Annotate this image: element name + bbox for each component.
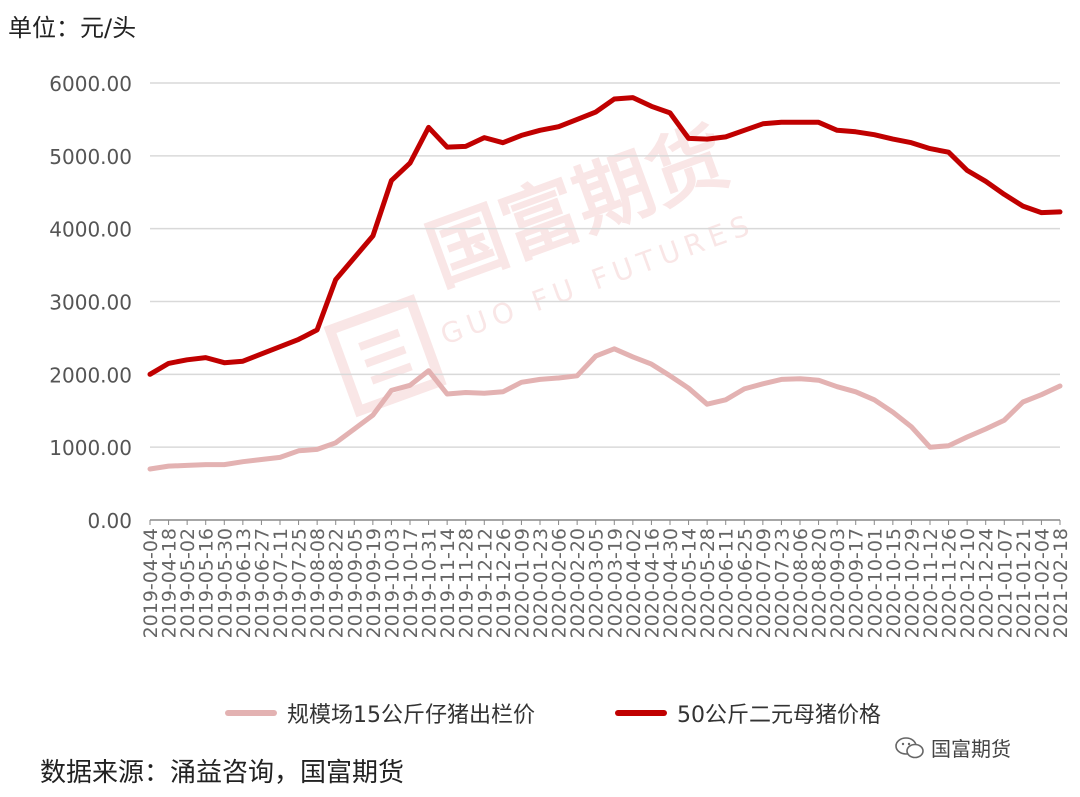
- x-tick-label: 2020-07-09: [753, 528, 775, 638]
- x-tick-label: 2019-08-22: [326, 528, 348, 638]
- x-tick-label: 2020-10-15: [883, 528, 905, 638]
- series-line-sow: [147, 95, 1063, 377]
- x-tick-label: 2020-01-23: [530, 528, 552, 638]
- source-note: 数据来源：涌益咨询，国富期货: [40, 758, 405, 788]
- x-tick-label: 2019-11-28: [456, 528, 478, 638]
- x-tick-label: 2020-07-23: [771, 528, 793, 638]
- x-tick-label: 2020-11-12: [920, 528, 942, 638]
- x-tick-label: 2019-12-12: [474, 528, 496, 638]
- y-tick-label: 2000.00: [49, 363, 132, 387]
- series-line-piglet: [147, 346, 1063, 472]
- x-tick-label: 2020-09-03: [827, 528, 849, 638]
- legend-label-sow: 50公斤二元母猪价格: [677, 703, 881, 728]
- x-tick-label: 2020-04-16: [641, 528, 663, 638]
- x-tick-label: 2020-04-30: [660, 528, 682, 638]
- x-tick-label: 2019-08-08: [307, 528, 329, 638]
- x-tick-label: 2020-02-06: [549, 528, 571, 638]
- x-tick-label: 2020-10-01: [864, 528, 886, 638]
- x-tick-label: 2019-09-05: [344, 528, 366, 638]
- x-tick-label: 2021-01-21: [1013, 528, 1035, 638]
- y-tick-label: 1000.00: [49, 436, 132, 460]
- wechat-icon: [895, 736, 924, 758]
- x-tick-label: 2020-12-24: [976, 528, 998, 638]
- y-tick-label: 4000.00: [49, 218, 132, 242]
- legend-item-sow: 50公斤二元母猪价格: [615, 697, 881, 729]
- x-tick-label: 2020-08-20: [809, 528, 831, 638]
- x-tick-label: 2019-10-31: [419, 528, 441, 638]
- x-tick-label: 2020-10-29: [901, 528, 923, 638]
- wechat-label: 国富期货: [931, 737, 1011, 761]
- x-tick-label: 2020-06-11: [716, 528, 738, 638]
- x-tick-label: 2020-03-19: [604, 528, 626, 638]
- x-tick-label: 2020-06-25: [734, 528, 756, 638]
- x-tick-label: 2019-10-03: [381, 528, 403, 638]
- x-tick-label: 2019-11-14: [437, 528, 459, 638]
- y-tick-label: 5000.00: [49, 145, 132, 169]
- axis-layer: 0.00 1000.00 2000.00 3000.00 4000.00 5000.00 6…: [49, 72, 1072, 638]
- x-tick-label: 2021-02-04: [1031, 528, 1053, 638]
- x-tick-label: 2020-04-02: [623, 528, 645, 638]
- x-tick-label: 2020-11-26: [939, 528, 961, 638]
- x-tick-label: 2019-07-11: [270, 528, 292, 638]
- x-tick-label: 2020-09-17: [846, 528, 868, 638]
- series-layer: [147, 95, 1063, 472]
- y-tick-label: 6000.00: [49, 72, 132, 96]
- grid-layer: [150, 82, 1060, 448]
- x-tick-label: 2020-05-28: [697, 528, 719, 638]
- x-tick-label: 2019-10-17: [400, 528, 422, 638]
- x-tick-label: 2020-05-14: [679, 528, 701, 638]
- x-tick-label: 2020-02-20: [567, 528, 589, 638]
- unit-label: 单位：元/头: [8, 14, 137, 42]
- x-tick-label: 2020-08-06: [790, 528, 812, 638]
- legend-item-piglet: 规模场15公斤仔猪出栏价: [225, 697, 535, 729]
- watermark-logo: [323, 294, 447, 418]
- x-tick-label: 2019-05-02: [177, 528, 199, 638]
- x-tick-label: 2020-12-10: [957, 528, 979, 638]
- y-tick-label: 0.00: [87, 509, 132, 533]
- legend-label-piglet: 规模场15公斤仔猪出栏价: [287, 703, 535, 728]
- x-tick-label: 2021-02-18: [1050, 528, 1072, 638]
- x-tick-label: 2020-01-09: [511, 528, 533, 638]
- legend-swatch-sow: [615, 710, 667, 716]
- x-tick-label: 2019-06-13: [233, 528, 255, 638]
- x-tick-label: 2019-07-25: [289, 528, 311, 638]
- x-tick-label: 2019-04-04: [140, 528, 162, 638]
- x-tick-label: 2019-05-16: [196, 528, 218, 638]
- x-tick-label: 2019-09-19: [363, 528, 385, 638]
- wechat-account: 国富期货: [895, 733, 1011, 762]
- x-tick-label: 2019-12-26: [493, 528, 515, 638]
- legend-swatch-piglet: [225, 710, 277, 716]
- x-tick-label: 2019-05-30: [214, 528, 236, 638]
- x-tick-label: 2020-03-05: [586, 528, 608, 638]
- x-tick-label: 2021-01-07: [994, 528, 1016, 638]
- x-tick-label: 2019-04-18: [159, 528, 181, 638]
- y-tick-label: 3000.00: [49, 291, 132, 315]
- x-tick-label: 2019-06-27: [251, 528, 273, 638]
